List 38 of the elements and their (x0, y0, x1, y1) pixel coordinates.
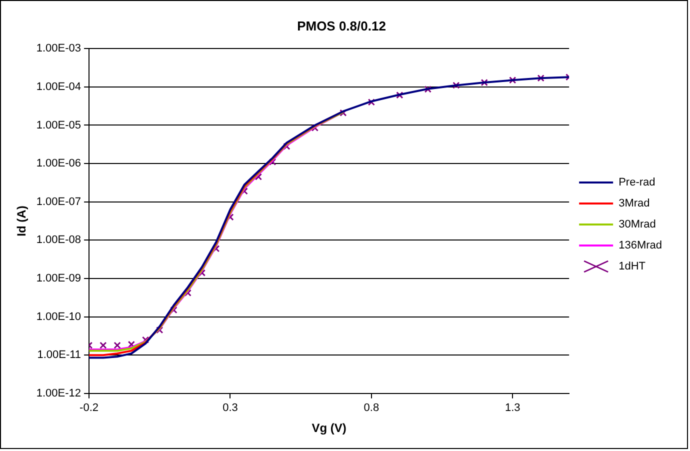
x-tick-label: -0.2 (80, 402, 99, 414)
legend-label: 30Mrad (618, 218, 656, 231)
point (340, 109, 347, 116)
x-tick-label: 0.3 (222, 402, 238, 414)
point (509, 76, 516, 84)
point (100, 342, 107, 349)
y-tick-label: 1.00E-09 (36, 272, 82, 284)
point (396, 92, 404, 99)
chart-title: PMOS 0.8/0.12 (297, 18, 386, 34)
point (156, 326, 164, 334)
x-tick-label: 0.8 (364, 402, 380, 414)
point (424, 86, 432, 93)
y-tick-label: 1.00E-06 (36, 158, 82, 170)
legend-label: 1dHT (618, 260, 646, 273)
x-tick-label: 1.3 (504, 402, 520, 414)
point (452, 82, 460, 89)
point (128, 340, 135, 348)
y-tick-label: 1.00E-03 (36, 42, 82, 55)
point (170, 306, 178, 314)
y-tick-label: 1.00E-04 (36, 80, 82, 93)
y-tick-label: 1.00E-11 (37, 349, 82, 362)
legend-label: Pre-rad (618, 176, 656, 189)
point (254, 173, 262, 180)
point (283, 142, 290, 150)
y-tick-label: 1.00E-05 (36, 119, 82, 132)
point (480, 78, 488, 86)
y-axis-title: Id (A) (14, 206, 29, 236)
point (368, 98, 375, 106)
point (114, 342, 121, 349)
y-tick-label: 1.00E-12 (36, 387, 82, 400)
y-tick-label: 1.00E-07 (36, 196, 82, 208)
y-tick-label: 1.00E-08 (36, 234, 82, 246)
legend-label: 3Mrad (618, 198, 650, 210)
point (537, 74, 544, 82)
point (142, 336, 150, 344)
x-axis-title: Vg (V) (312, 421, 346, 436)
y-tick-label: 1.00E-10 (36, 310, 82, 323)
legend-label: 136Mrad (618, 240, 662, 252)
